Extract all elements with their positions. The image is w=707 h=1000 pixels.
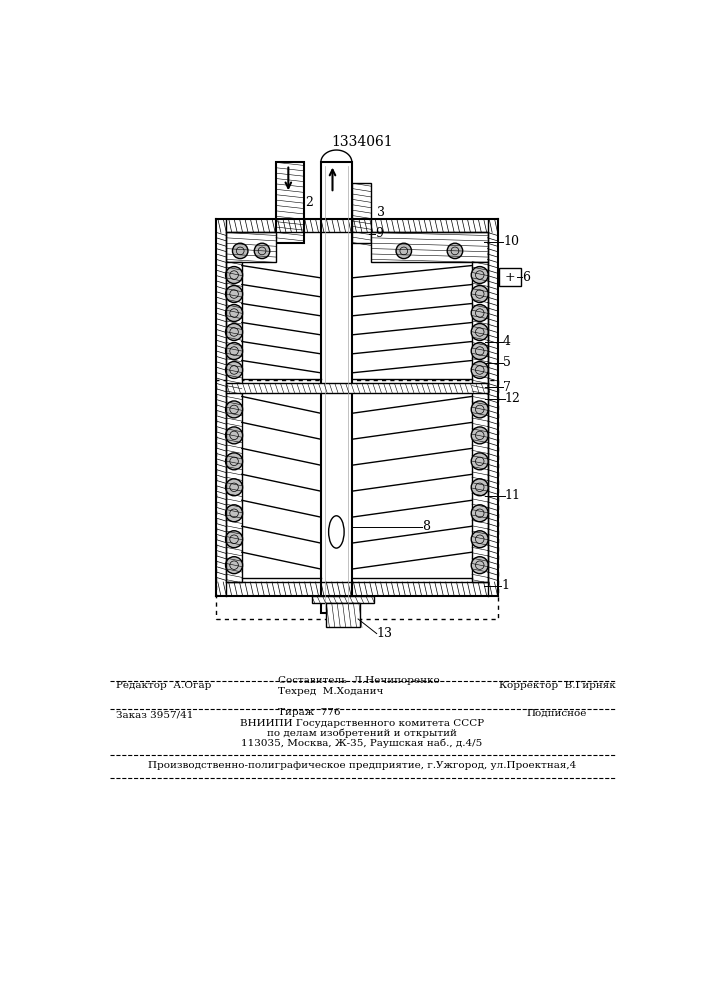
Text: Производственно-полиграфическое предприятие, г.Ужгород, ул.Проектная,4: Производственно-полиграфическое предприя…	[148, 761, 576, 770]
Circle shape	[472, 267, 489, 283]
Polygon shape	[312, 596, 373, 603]
Polygon shape	[226, 262, 242, 582]
Circle shape	[255, 243, 270, 259]
Text: 4: 4	[503, 335, 511, 348]
Circle shape	[472, 324, 489, 340]
Text: Тираж  776: Тираж 776	[279, 708, 341, 717]
Ellipse shape	[329, 516, 344, 548]
Text: Заказ 3957/41: Заказ 3957/41	[115, 711, 193, 720]
Circle shape	[226, 286, 243, 302]
Polygon shape	[327, 603, 360, 627]
Text: Подписное: Подписное	[526, 708, 587, 717]
Text: 8: 8	[421, 520, 430, 533]
Circle shape	[472, 479, 489, 496]
Circle shape	[226, 427, 243, 444]
Polygon shape	[321, 162, 352, 613]
Text: Корректор  В.Гирняк: Корректор В.Гирняк	[499, 681, 616, 690]
Text: ВНИИПИ Государственного комитета СССР: ВНИИПИ Государственного комитета СССР	[240, 719, 484, 728]
Text: 5: 5	[503, 356, 511, 369]
Text: Составитель  Л.Нечипоренко: Составитель Л.Нечипоренко	[279, 676, 440, 685]
Polygon shape	[371, 232, 488, 262]
Circle shape	[472, 531, 489, 548]
Circle shape	[226, 557, 243, 574]
Text: 7: 7	[503, 381, 511, 394]
Circle shape	[226, 343, 243, 359]
Circle shape	[233, 243, 248, 259]
Circle shape	[472, 453, 489, 470]
Text: 11: 11	[505, 489, 520, 502]
Polygon shape	[226, 383, 488, 393]
Text: +: +	[505, 271, 515, 284]
Circle shape	[396, 243, 411, 259]
Circle shape	[472, 427, 489, 444]
Circle shape	[226, 531, 243, 548]
Text: 1334061: 1334061	[331, 135, 393, 149]
Text: 13: 13	[377, 627, 392, 640]
Text: 9: 9	[375, 227, 383, 240]
Polygon shape	[352, 183, 371, 243]
Circle shape	[448, 243, 462, 259]
Text: Техред  М.Ходанич: Техред М.Ходанич	[279, 687, 384, 696]
Circle shape	[226, 267, 243, 283]
Circle shape	[472, 401, 489, 418]
Circle shape	[226, 324, 243, 340]
Text: Редактор  А.Огар: Редактор А.Огар	[115, 681, 211, 690]
Circle shape	[472, 505, 489, 522]
Circle shape	[226, 401, 243, 418]
Circle shape	[226, 362, 243, 378]
Circle shape	[226, 479, 243, 496]
Circle shape	[472, 557, 489, 574]
Circle shape	[472, 362, 489, 378]
Text: 113035, Москва, Ж-35, Раушская наб., д.4/5: 113035, Москва, Ж-35, Раушская наб., д.4…	[241, 739, 483, 748]
Text: по делам изобретений и открытий: по делам изобретений и открытий	[267, 729, 457, 738]
Circle shape	[226, 305, 243, 321]
Circle shape	[226, 453, 243, 470]
Circle shape	[472, 305, 489, 321]
Text: 1: 1	[501, 579, 510, 592]
Polygon shape	[226, 232, 276, 262]
Text: 6: 6	[522, 271, 530, 284]
Text: 2: 2	[305, 196, 313, 209]
Text: 12: 12	[505, 392, 520, 405]
Polygon shape	[276, 162, 304, 243]
Text: 10: 10	[503, 235, 519, 248]
Polygon shape	[472, 262, 488, 582]
Bar	[216, 380, 498, 619]
Text: 3: 3	[377, 206, 385, 219]
Circle shape	[472, 343, 489, 359]
Circle shape	[226, 505, 243, 522]
Circle shape	[472, 286, 489, 302]
Polygon shape	[499, 268, 521, 286]
